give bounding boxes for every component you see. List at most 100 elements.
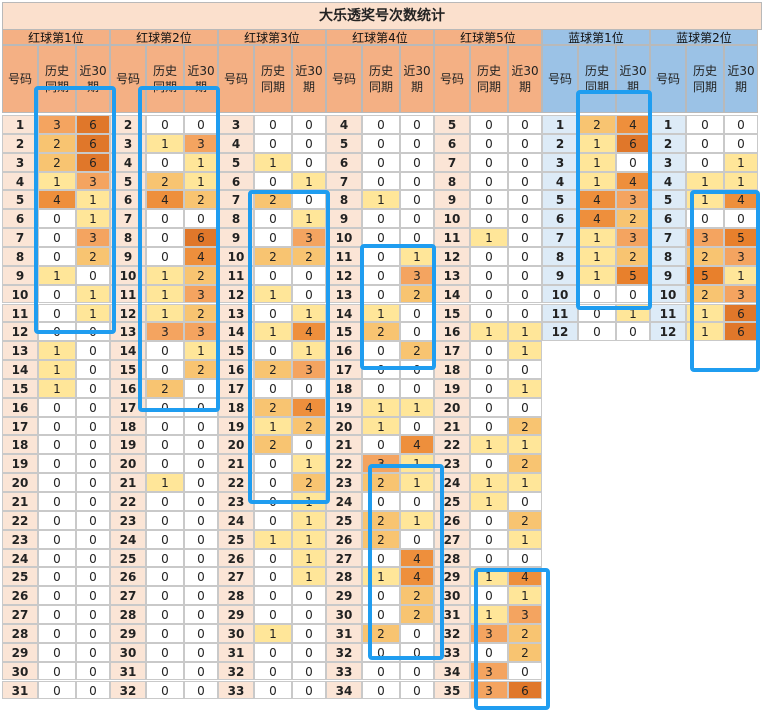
recent30-count: 6 (724, 303, 758, 323)
recent30-count: 1 (76, 303, 110, 323)
ball-number: 4 (218, 133, 254, 153)
ball-number: 2 (2, 133, 38, 153)
recent30-count: 2 (292, 416, 326, 436)
recent30-count: 0 (508, 133, 542, 153)
recent30-count: 1 (508, 322, 542, 342)
history-count: 0 (38, 416, 76, 436)
ball-number: 4 (542, 171, 578, 191)
history-count: 0 (254, 510, 292, 530)
ball-number: 35 (434, 680, 470, 700)
history-count: 0 (362, 435, 400, 455)
ball-number: 14 (218, 322, 254, 342)
recent30-count: 0 (508, 397, 542, 417)
column-header-r30: 近30 期 (400, 45, 434, 113)
history-count: 2 (38, 152, 76, 172)
history-count: 1 (578, 246, 616, 266)
ball-number: 10 (326, 228, 362, 247)
ball-number: 1 (650, 115, 686, 134)
history-count: 0 (38, 680, 76, 700)
recent30-count: 6 (76, 115, 110, 134)
recent30-count: 0 (400, 228, 434, 247)
ball-number: 11 (434, 228, 470, 247)
recent30-count: 0 (76, 567, 110, 587)
ball-number: 10 (542, 284, 578, 304)
ball-number: 18 (434, 360, 470, 379)
ball-number: 7 (650, 228, 686, 247)
recent30-count: 2 (76, 246, 110, 266)
recent30-count: 0 (508, 303, 542, 323)
recent30-count: 3 (184, 322, 218, 342)
recent30-count: 3 (616, 228, 650, 247)
ball-number: 4 (650, 171, 686, 191)
history-count: 4 (578, 190, 616, 210)
sheet-title: 大乐透奖号次数统计 (2, 2, 762, 30)
history-count: 3 (470, 623, 508, 643)
ball-number: 12 (326, 265, 362, 285)
history-count: 0 (146, 586, 184, 606)
ball-number: 25 (218, 529, 254, 549)
history-count: 0 (686, 133, 724, 153)
recent30-count: 0 (400, 209, 434, 229)
history-count: 1 (254, 322, 292, 342)
history-count: 0 (38, 397, 76, 417)
recent30-count: 0 (292, 623, 326, 643)
history-count: 0 (146, 510, 184, 530)
ball-number: 32 (110, 680, 146, 700)
recent30-count: 1 (508, 341, 542, 361)
history-count: 0 (470, 341, 508, 361)
history-count: 0 (362, 246, 400, 266)
ball-number: 22 (110, 492, 146, 511)
recent30-count: 0 (184, 661, 218, 681)
recent30-count: 0 (292, 115, 326, 134)
history-count: 0 (254, 341, 292, 361)
recent30-count: 0 (400, 190, 434, 210)
ball-number: 10 (434, 209, 470, 229)
recent30-count: 0 (400, 680, 434, 700)
recent30-count: 0 (184, 605, 218, 624)
recent30-count: 0 (292, 133, 326, 153)
group-header: 红球第3位 (218, 29, 326, 45)
history-count: 1 (146, 284, 184, 304)
ball-number: 18 (2, 435, 38, 455)
recent30-count: 1 (724, 171, 758, 191)
history-count: 0 (470, 209, 508, 229)
history-count: 0 (686, 209, 724, 229)
history-count: 0 (362, 171, 400, 191)
ball-number: 27 (434, 529, 470, 549)
ball-number: 8 (650, 246, 686, 266)
ball-number: 23 (2, 529, 38, 549)
history-count: 0 (254, 492, 292, 511)
recent30-count: 0 (184, 529, 218, 549)
ball-number: 32 (434, 623, 470, 643)
ball-number: 11 (326, 246, 362, 266)
recent30-count: 1 (76, 209, 110, 229)
history-count: 0 (362, 265, 400, 285)
recent30-count: 1 (400, 454, 434, 474)
recent30-count: 3 (724, 284, 758, 304)
recent30-count: 0 (76, 435, 110, 455)
history-count: 0 (470, 397, 508, 417)
history-count: 0 (254, 548, 292, 568)
history-count: 1 (470, 605, 508, 624)
recent30-count: 0 (400, 642, 434, 662)
ball-number: 4 (110, 152, 146, 172)
recent30-count: 0 (400, 303, 434, 323)
history-count: 0 (578, 322, 616, 342)
recent30-count: 1 (508, 473, 542, 492)
history-count: 0 (362, 492, 400, 511)
ball-number: 28 (326, 567, 362, 587)
history-count: 1 (38, 360, 76, 379)
recent30-count: 1 (400, 510, 434, 530)
ball-number: 20 (2, 473, 38, 492)
recent30-count: 4 (292, 322, 326, 342)
recent30-count: 2 (184, 190, 218, 210)
history-count: 1 (578, 133, 616, 153)
ball-number: 3 (542, 152, 578, 172)
column-header-hist: 历史 同期 (254, 45, 292, 113)
history-count: 0 (362, 642, 400, 662)
history-count: 1 (146, 133, 184, 153)
ball-number: 25 (110, 548, 146, 568)
history-count: 0 (470, 246, 508, 266)
recent30-count: 4 (724, 190, 758, 210)
ball-number: 16 (2, 397, 38, 417)
